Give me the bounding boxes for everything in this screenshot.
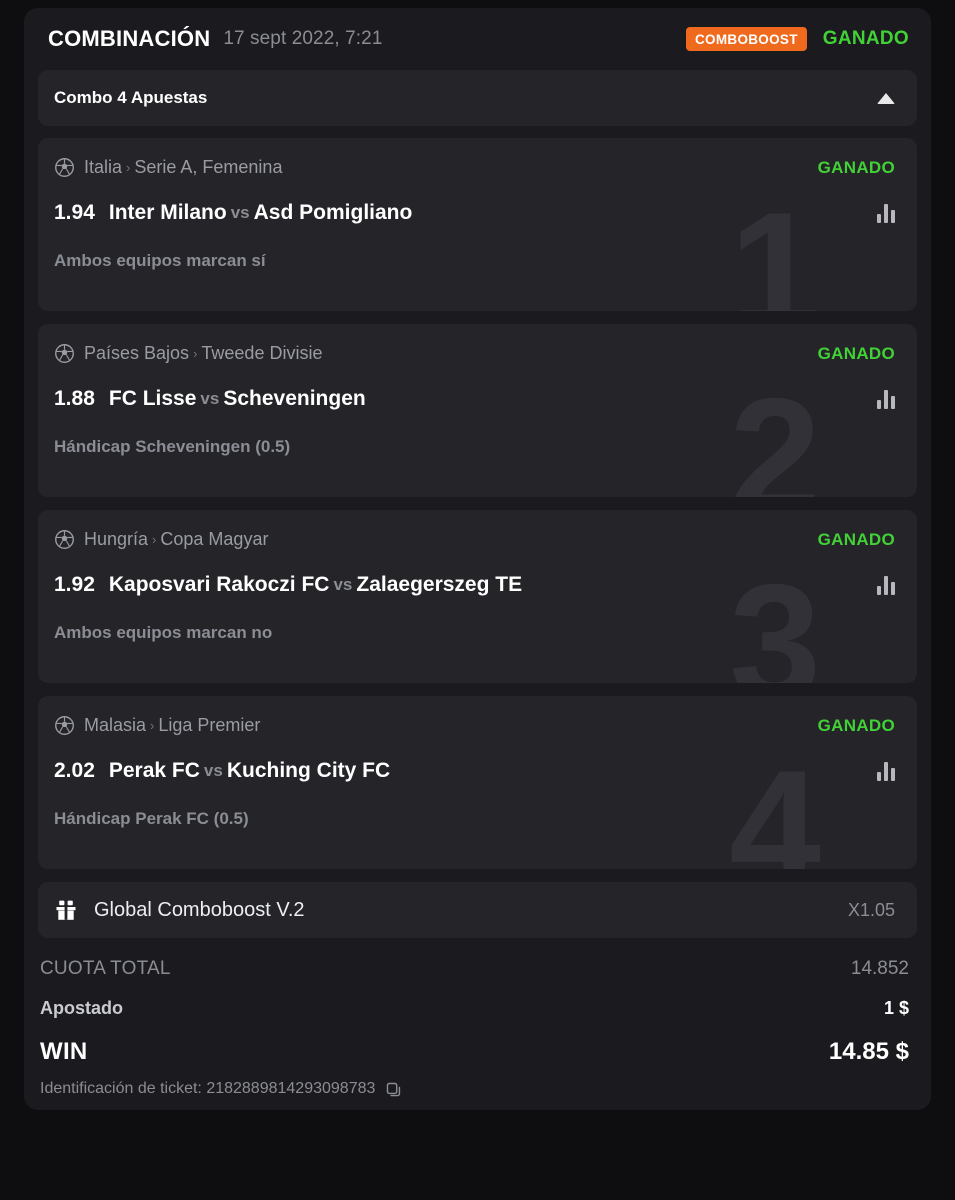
- bet-country: Hungría: [84, 529, 149, 549]
- bet-status-badge: GANADO: [817, 157, 895, 177]
- bet-league: Liga Premier: [158, 715, 261, 735]
- soccer-ball-icon: [55, 344, 74, 363]
- win-row: WIN 14.85 $: [40, 1038, 909, 1066]
- bet-odds: 2.02: [54, 759, 95, 782]
- bet-match-line: 1.94 Inter Milano vs Asd Pomigliano: [54, 201, 895, 225]
- bet-country: Malasia: [84, 715, 147, 735]
- bet-odds: 1.88: [54, 387, 95, 410]
- win-label: WIN: [40, 1038, 88, 1065]
- stake-value: 1 $: [883, 998, 909, 1018]
- bet-vs-label: vs: [203, 761, 223, 780]
- bet-index-watermark: 3: [729, 550, 821, 684]
- bet-index-watermark: 2: [729, 364, 821, 498]
- stake-label: Apostado: [40, 998, 123, 1018]
- page-title: COMBINACIÓN: [48, 26, 211, 51]
- bet-market-label: Ambos equipos marcan sí: [54, 251, 266, 270]
- bet-selection-list: 1 Italia › Serie A, Femenina GANADO: [24, 138, 931, 869]
- bet-status-badge: GANADO: [817, 715, 895, 735]
- bet-row[interactable]: 4 Malasia › Liga Premier GANADO: [38, 696, 917, 869]
- bet-index-watermark: 4: [729, 736, 821, 870]
- bet-status-badge: GANADO: [817, 529, 895, 549]
- ticket-card: COMBINACIÓN 17 sept 2022, 7:21 COMBOBOOS…: [24, 8, 931, 1110]
- bet-content: Países Bajos › Tweede Divisie GANADO 1.8…: [54, 343, 895, 457]
- bet-content: Malasia › Liga Premier GANADO 2.02 Perak…: [54, 715, 895, 829]
- ticket-id-row: Identificación de ticket: 21828898142930…: [40, 1080, 909, 1098]
- bar-chart-icon[interactable]: [877, 761, 895, 781]
- bet-league-line: Hungría › Copa Magyar GANADO: [54, 529, 895, 550]
- bet-row[interactable]: 2 Países Bajos › Tweede Divisie GANADO: [38, 324, 917, 497]
- ticket-id-label: Identificación de ticket: 21828898142930…: [40, 1080, 376, 1097]
- combo-accordion-label: Combo 4 Apuestas: [54, 88, 208, 107]
- breadcrumb-separator: ›: [126, 160, 131, 175]
- boost-multiplier: X1.05: [847, 899, 895, 920]
- bet-away-team: Asd Pomigliano: [253, 201, 413, 224]
- bet-league-line: Italia › Serie A, Femenina GANADO: [54, 157, 895, 178]
- copy-icon[interactable]: [385, 1081, 402, 1098]
- ticket-date: 17 sept 2022, 7:21: [223, 28, 383, 49]
- global-comboboost-label: Global Comboboost V.2: [94, 898, 305, 921]
- comboboost-badge: COMBOBOOST: [686, 27, 807, 51]
- bet-match-line: 1.88 FC Lisse vs Scheveningen: [54, 387, 895, 411]
- bet-league: Copa Magyar: [160, 529, 269, 549]
- bet-market-label: Ambos equipos marcan no: [54, 623, 273, 642]
- bet-odds: 1.94: [54, 201, 95, 224]
- ticket-summary: CUOTA TOTAL 14.852 Apostado 1 $ WIN 14.8…: [24, 944, 931, 1098]
- bet-status-badge: GANADO: [817, 343, 895, 363]
- total-odds-label: CUOTA TOTAL: [40, 958, 171, 979]
- total-odds-row: CUOTA TOTAL 14.852: [40, 958, 909, 980]
- total-odds-value: 14.852: [850, 958, 909, 979]
- bet-league: Tweede Divisie: [201, 343, 323, 363]
- bet-away-team: Zalaegerszeg TE: [356, 573, 523, 596]
- bet-league-line: Países Bajos › Tweede Divisie GANADO: [54, 343, 895, 364]
- bet-away-team: Kuching City FC: [226, 759, 391, 782]
- bet-home-team: Perak FC: [108, 759, 200, 782]
- bet-vs-label: vs: [230, 203, 250, 222]
- chevron-up-icon[interactable]: [877, 92, 895, 104]
- soccer-ball-icon: [55, 158, 74, 177]
- bet-vs-label: vs: [333, 575, 353, 594]
- ticket-status-badge: GANADO: [822, 28, 909, 49]
- bet-country: Países Bajos: [84, 343, 190, 363]
- bar-chart-icon[interactable]: [877, 389, 895, 409]
- bet-index-watermark: 1: [729, 178, 821, 312]
- bet-market-label: Hándicap Perak FC (0.5): [54, 809, 249, 828]
- bet-row[interactable]: 1 Italia › Serie A, Femenina GANADO: [38, 138, 917, 311]
- bet-home-team: FC Lisse: [108, 387, 197, 410]
- bet-content: Hungría › Copa Magyar GANADO 1.92 Kaposv…: [54, 529, 895, 643]
- bet-content: Italia › Serie A, Femenina GANADO 1.94 I…: [54, 157, 895, 271]
- bet-away-team: Scheveningen: [223, 387, 366, 410]
- bet-home-team: Inter Milano: [108, 201, 227, 224]
- page-root: COMBINACIÓN 17 sept 2022, 7:21 COMBOBOOS…: [0, 8, 955, 1200]
- stake-row: Apostado 1 $: [40, 998, 909, 1019]
- bet-country: Italia: [84, 157, 123, 177]
- soccer-ball-icon: [55, 716, 74, 735]
- ticket-header: COMBINACIÓN 17 sept 2022, 7:21 COMBOBOOS…: [24, 8, 931, 70]
- breadcrumb-separator: ›: [152, 532, 157, 547]
- gift-icon: [56, 900, 76, 920]
- bet-market-label: Hándicap Scheveningen (0.5): [54, 437, 291, 456]
- bet-row[interactable]: 3 Hungría › Copa Magyar GANADO: [38, 510, 917, 683]
- soccer-ball-icon: [55, 530, 74, 549]
- bet-odds: 1.92: [54, 573, 95, 596]
- breadcrumb-separator: ›: [193, 346, 198, 361]
- combo-accordion-header[interactable]: Combo 4 Apuestas: [38, 70, 917, 126]
- bet-home-team: Kaposvari Rakoczi FC: [108, 573, 330, 596]
- bar-chart-icon[interactable]: [877, 203, 895, 223]
- bet-vs-label: vs: [200, 389, 220, 408]
- bet-match-line: 2.02 Perak FC vs Kuching City FC: [54, 759, 895, 783]
- breadcrumb-separator: ›: [150, 718, 155, 733]
- bet-league-line: Malasia › Liga Premier GANADO: [54, 715, 895, 736]
- bet-league: Serie A, Femenina: [134, 157, 283, 177]
- win-value: 14.85 $: [828, 1038, 909, 1065]
- bet-match-line: 1.92 Kaposvari Rakoczi FC vs Zalaegersze…: [54, 573, 895, 597]
- bar-chart-icon[interactable]: [877, 575, 895, 595]
- global-comboboost-row[interactable]: Global Comboboost V.2 X1.05: [38, 882, 917, 938]
